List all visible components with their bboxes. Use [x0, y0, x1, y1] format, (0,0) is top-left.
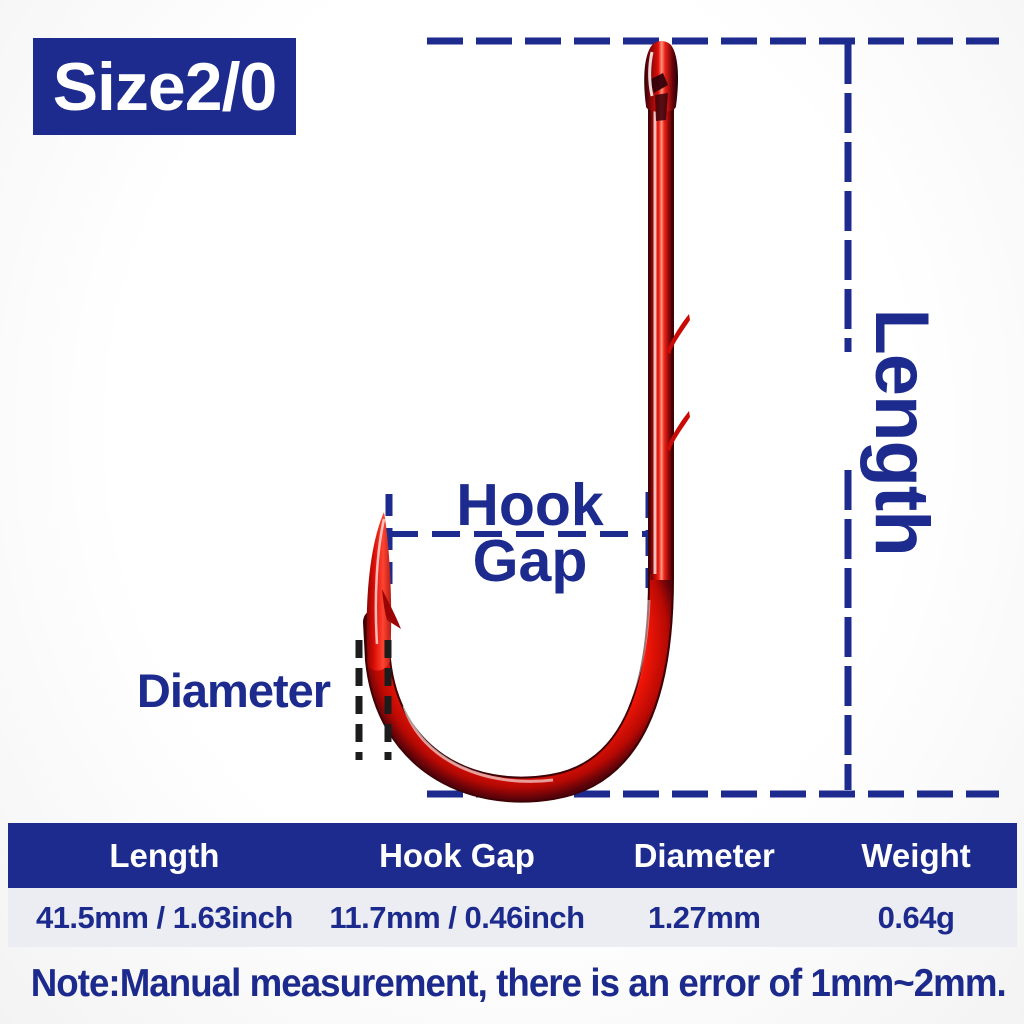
hook-point [366, 512, 392, 671]
fishing-hook-image [363, 41, 690, 803]
bend-inner-highlight [565, 599, 651, 770]
hook-eye-highlight [648, 51, 654, 97]
size-badge: Size2/0 [33, 38, 296, 135]
measurement-note: Note:Manual measurement, there is an err… [30, 962, 1007, 1005]
header-weight: Weight [861, 836, 971, 874]
hook-point-barb [382, 589, 401, 629]
value-hook-gap: 11.7mm / 0.46inch [329, 899, 585, 935]
spec-table-header-row: Length Hook Gap Diameter Weight [8, 823, 1017, 888]
spec-table: Length Hook Gap Diameter Weight 41.5mm /… [8, 823, 1017, 947]
value-weight: 0.64g [877, 899, 955, 935]
header-length: Length [109, 836, 220, 874]
shank-barb-lower [666, 411, 690, 451]
hook-gap-label-line2: Gap [472, 528, 588, 594]
length-label: Length [859, 308, 945, 556]
shank-barb-upper [666, 314, 690, 354]
hook-eye-hole [655, 93, 668, 121]
value-length: 41.5mm / 1.63inch [35, 899, 293, 935]
diameter-label: Diameter [136, 664, 331, 717]
spec-table-value-row: 41.5mm / 1.63inch 11.7mm / 0.46inch 1.27… [8, 888, 1017, 947]
hook-bend [367, 565, 672, 801]
hook-eye-slit [649, 73, 668, 93]
header-hook-gap: Hook Gap [379, 836, 535, 874]
bend-bottom-highlight [402, 705, 554, 783]
hook-wire-dark-edge [363, 85, 674, 803]
value-diameter: 1.27mm [647, 899, 761, 935]
hook-point-highlight [374, 518, 386, 645]
hook-gap-label-line1: Hook [456, 472, 604, 538]
header-diameter: Diameter [633, 836, 775, 874]
